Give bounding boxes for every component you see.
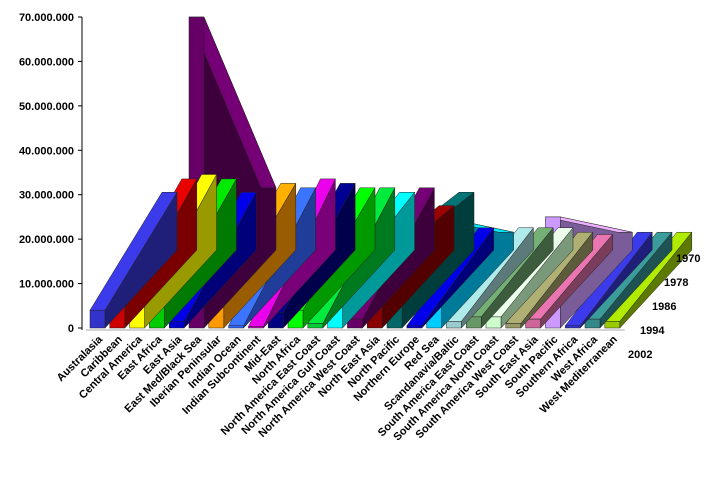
y-tick-label: 10.000.000	[19, 279, 74, 291]
ribbon-front	[347, 318, 363, 329]
ribbon-front	[307, 323, 324, 329]
ribbon-front	[228, 325, 244, 329]
series-ribbon	[564, 231, 653, 329]
depth-tick-label: 1986	[652, 301, 676, 313]
series-ribbon	[89, 191, 178, 329]
ribbon-front	[584, 318, 601, 329]
depth-tick-label: 1978	[664, 277, 688, 289]
ribbon-front	[446, 321, 462, 329]
ribbon-front	[248, 326, 264, 329]
ribbon-front	[168, 321, 185, 329]
y-tick-label: 0	[68, 323, 74, 335]
depth-tick-label: 2002	[628, 349, 652, 361]
y-tick-label: 70.000.000	[19, 12, 74, 24]
ribbon-front	[505, 323, 522, 329]
ribbon-front	[604, 321, 621, 329]
ribbon-front	[89, 309, 106, 329]
depth-tick-label: 1970	[676, 253, 700, 265]
y-tick-label: 30.000.000	[19, 190, 74, 202]
y-tick-label: 20.000.000	[19, 234, 74, 246]
y-tick-label: 50.000.000	[19, 101, 74, 113]
depth-tick-label: 1994	[640, 325, 665, 337]
y-tick-label: 60.000.000	[19, 56, 74, 68]
ribbon-front	[525, 318, 541, 329]
y-tick-label: 40.000.000	[19, 145, 74, 157]
series-ribbon	[505, 231, 594, 329]
ribbon-front	[406, 325, 423, 329]
ribbon-front	[564, 325, 581, 329]
